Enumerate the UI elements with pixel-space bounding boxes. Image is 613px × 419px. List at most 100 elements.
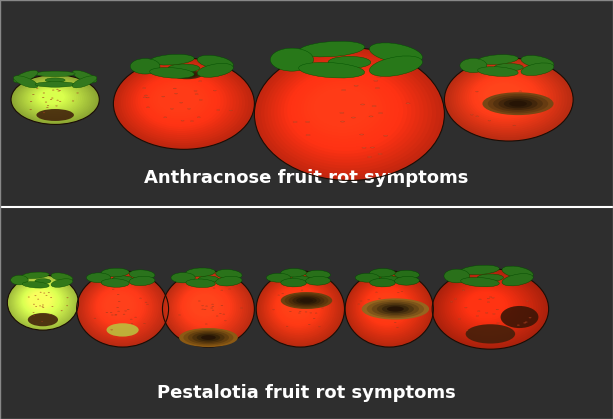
Ellipse shape xyxy=(11,75,99,124)
Ellipse shape xyxy=(29,292,51,308)
Ellipse shape xyxy=(465,330,468,331)
Ellipse shape xyxy=(143,97,147,98)
Ellipse shape xyxy=(455,65,559,132)
Ellipse shape xyxy=(138,73,224,129)
Ellipse shape xyxy=(450,281,526,333)
Ellipse shape xyxy=(188,331,229,344)
Ellipse shape xyxy=(522,97,525,98)
Ellipse shape xyxy=(461,265,500,274)
Ellipse shape xyxy=(279,290,316,322)
Ellipse shape xyxy=(11,278,74,326)
Ellipse shape xyxy=(306,277,330,285)
Ellipse shape xyxy=(123,314,125,315)
Ellipse shape xyxy=(348,274,430,344)
Ellipse shape xyxy=(10,277,75,328)
Ellipse shape xyxy=(82,275,162,342)
Ellipse shape xyxy=(147,304,148,305)
Ellipse shape xyxy=(264,54,432,172)
Ellipse shape xyxy=(22,282,49,288)
Ellipse shape xyxy=(364,286,411,327)
Ellipse shape xyxy=(83,276,161,340)
Ellipse shape xyxy=(526,300,528,301)
Ellipse shape xyxy=(306,134,310,135)
Ellipse shape xyxy=(281,269,306,277)
Ellipse shape xyxy=(211,304,213,305)
Ellipse shape xyxy=(278,289,318,323)
Ellipse shape xyxy=(146,97,149,98)
Ellipse shape xyxy=(175,281,238,334)
Ellipse shape xyxy=(370,269,395,277)
Ellipse shape xyxy=(346,272,432,345)
Ellipse shape xyxy=(186,290,224,322)
Ellipse shape xyxy=(436,272,544,346)
Ellipse shape xyxy=(284,293,329,308)
Ellipse shape xyxy=(284,294,310,317)
Ellipse shape xyxy=(469,73,543,121)
Ellipse shape xyxy=(118,61,248,145)
Ellipse shape xyxy=(181,286,230,327)
Ellipse shape xyxy=(478,67,518,76)
Ellipse shape xyxy=(397,327,398,328)
Ellipse shape xyxy=(432,269,549,349)
Ellipse shape xyxy=(198,276,219,283)
Ellipse shape xyxy=(216,276,242,286)
Ellipse shape xyxy=(128,67,236,137)
Ellipse shape xyxy=(401,291,403,292)
Ellipse shape xyxy=(482,82,526,110)
Ellipse shape xyxy=(257,272,343,345)
Ellipse shape xyxy=(150,67,194,78)
Ellipse shape xyxy=(212,306,214,307)
Ellipse shape xyxy=(468,293,503,317)
Ellipse shape xyxy=(297,76,391,142)
Ellipse shape xyxy=(32,94,34,95)
Ellipse shape xyxy=(216,269,242,279)
Ellipse shape xyxy=(97,287,143,325)
Ellipse shape xyxy=(378,113,383,114)
Ellipse shape xyxy=(261,52,436,175)
Ellipse shape xyxy=(133,70,230,133)
Ellipse shape xyxy=(478,55,518,65)
Ellipse shape xyxy=(406,103,410,104)
Ellipse shape xyxy=(166,274,251,344)
Ellipse shape xyxy=(395,277,419,285)
Ellipse shape xyxy=(229,110,232,111)
Ellipse shape xyxy=(216,110,220,111)
Ellipse shape xyxy=(262,276,337,340)
Ellipse shape xyxy=(526,98,529,99)
Ellipse shape xyxy=(395,270,419,279)
Ellipse shape xyxy=(482,92,554,115)
Ellipse shape xyxy=(22,272,49,279)
Ellipse shape xyxy=(28,313,58,326)
Ellipse shape xyxy=(291,72,399,148)
Ellipse shape xyxy=(370,279,395,287)
Ellipse shape xyxy=(106,312,108,313)
Ellipse shape xyxy=(452,282,524,331)
Ellipse shape xyxy=(173,88,177,89)
Ellipse shape xyxy=(324,303,326,304)
Ellipse shape xyxy=(434,270,546,347)
Ellipse shape xyxy=(492,297,494,298)
Ellipse shape xyxy=(123,64,242,141)
Ellipse shape xyxy=(56,89,58,90)
Ellipse shape xyxy=(267,280,331,335)
Ellipse shape xyxy=(124,310,127,311)
Ellipse shape xyxy=(446,278,531,336)
Ellipse shape xyxy=(50,99,52,100)
Ellipse shape xyxy=(466,72,546,123)
Ellipse shape xyxy=(377,303,414,315)
Ellipse shape xyxy=(105,294,132,317)
Ellipse shape xyxy=(257,50,440,178)
Ellipse shape xyxy=(303,81,383,136)
Ellipse shape xyxy=(517,103,520,104)
Ellipse shape xyxy=(177,72,197,78)
Ellipse shape xyxy=(299,41,365,57)
Ellipse shape xyxy=(466,292,506,319)
Ellipse shape xyxy=(464,290,508,321)
Ellipse shape xyxy=(256,271,345,347)
Ellipse shape xyxy=(172,70,202,79)
Ellipse shape xyxy=(14,76,96,122)
Ellipse shape xyxy=(23,287,58,314)
Ellipse shape xyxy=(501,306,538,328)
Ellipse shape xyxy=(444,277,533,339)
Ellipse shape xyxy=(85,277,159,339)
